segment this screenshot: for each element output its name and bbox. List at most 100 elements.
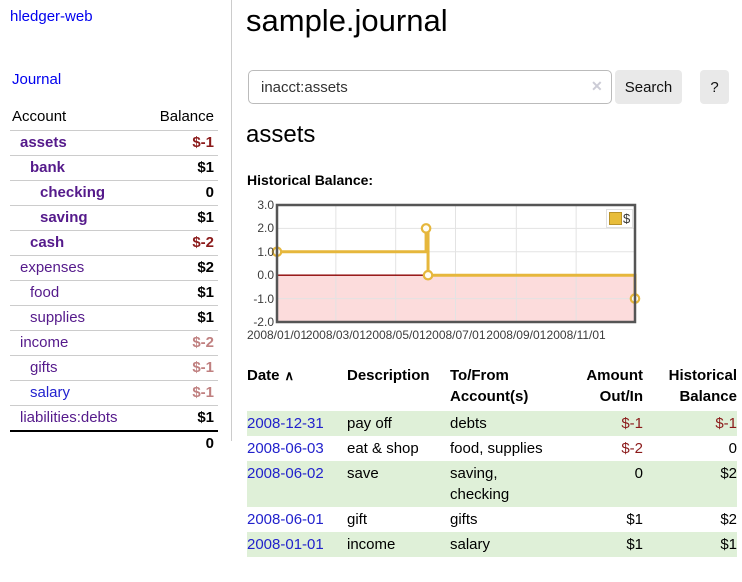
transaction-description: save (347, 465, 379, 482)
sidebar-item-journal[interactable]: Journal (12, 71, 62, 88)
account-balance: $-2 (143, 330, 218, 356)
transaction-amount: 0 (634, 465, 643, 482)
account-link-supplies[interactable]: supplies (30, 309, 86, 326)
account-row: income $-2 (10, 330, 218, 356)
register-header-date[interactable]: Date ∧ (247, 367, 295, 384)
account-link-checking[interactable]: checking (40, 184, 106, 201)
accounts-total-value: 0 (143, 430, 218, 456)
account-heading: assets (246, 121, 316, 148)
account-row: expenses $2 (10, 255, 218, 281)
account-balance: $1 (143, 280, 218, 306)
legend-swatch-icon (609, 212, 622, 225)
account-link-food[interactable]: food (30, 284, 60, 301)
transaction-balance: $2 (720, 511, 737, 528)
x-tick-label: 2008/09/01 (486, 328, 547, 342)
y-tick-label: -1.0 (253, 291, 274, 306)
register-row: 2008-06-03 eat & shop food, supplies $-2 0 (247, 436, 737, 461)
transaction-description: income (347, 536, 396, 553)
accounts-header-balance: Balance (159, 108, 214, 125)
transaction-date-link[interactable]: 2008-06-03 (247, 440, 324, 457)
clear-search-icon[interactable]: ✕ (591, 78, 603, 94)
account-balance: $-1 (143, 380, 218, 406)
x-tick-label: 2008/05/01 (365, 328, 426, 342)
register-row: 2008-01-01 income salary $1 $1 (247, 532, 737, 557)
account-balance: $-2 (143, 230, 218, 256)
register-header-balance: Historical Balance (668, 367, 737, 405)
transaction-amount: $1 (626, 511, 643, 528)
transaction-balance: $2 (720, 465, 737, 482)
y-tick-label: 3.0 (257, 198, 274, 212)
chart-title: Historical Balance: (247, 172, 374, 188)
transaction-date-link[interactable]: 2008-12-31 (247, 415, 324, 432)
transaction-description: eat & shop (347, 440, 419, 457)
transaction-date-link[interactable]: 2008-06-02 (247, 465, 324, 482)
account-row: bank $1 (10, 155, 218, 181)
x-tick-label: 2008/11/01 (546, 328, 606, 342)
account-balance: $2 (143, 255, 218, 281)
account-balance: 0 (143, 180, 218, 206)
chart-legend: $ (606, 209, 634, 228)
transaction-accounts: debts (450, 415, 487, 432)
register-body: 2008-12-31 pay off debts $-1 $-1 2008-06-03 ea… (247, 411, 737, 557)
legend-label: $ (623, 211, 631, 226)
page-title: sample.journal (246, 3, 448, 38)
historical-balance-chart: 3.0 2.0 1.0 0.0 -1.0 -2.0 2008/01/01 2008/03/0… (244, 198, 741, 345)
register-header-description: Description (347, 367, 430, 384)
y-tick-label: 0.0 (257, 268, 274, 283)
account-link-salary[interactable]: salary (30, 384, 71, 401)
transaction-amount: $1 (626, 536, 643, 553)
sort-asc-icon: ∧ (284, 368, 295, 383)
register-table: Date ∧ Description To/From Account(s) Amo… (247, 363, 737, 557)
account-balance: $1 (143, 205, 218, 231)
account-link-cash[interactable]: cash (30, 234, 65, 251)
accounts-body: assets $-1 bank $1 checking 0 saving $1 cash $-2 e… (10, 130, 218, 431)
transaction-amount: $-1 (621, 415, 643, 432)
search-button[interactable]: Search (615, 70, 682, 104)
y-tick-label: -2.0 (253, 315, 274, 329)
transaction-accounts: salary (450, 536, 491, 553)
account-link-expenses[interactable]: expenses (20, 259, 85, 276)
search-input[interactable] (248, 70, 612, 104)
account-link-liabilities-debts[interactable]: liabilities:debts (20, 409, 118, 426)
accounts-total-row: 0 (10, 430, 218, 456)
transaction-accounts: food, supplies (450, 440, 543, 457)
y-tick-label: 1.0 (257, 244, 274, 259)
accounts-total-spacer (10, 430, 144, 456)
transaction-date-link[interactable]: 2008-01-01 (247, 536, 324, 553)
transaction-description: pay off (347, 415, 392, 432)
register-header-row: Date ∧ Description To/From Account(s) Amo… (247, 363, 737, 411)
accounts-table: Account Balance assets $-1 bank $1 checking 0… (10, 106, 218, 456)
help-button[interactable]: ? (700, 70, 729, 104)
transaction-accounts: gifts (450, 511, 478, 528)
x-tick-label: 2008/07/01 (425, 328, 486, 342)
x-tick-label: 2008/03/01 (305, 328, 366, 342)
account-balance: $-1 (143, 130, 218, 156)
x-tick-label: 2008/01/01 (246, 328, 308, 342)
account-balance: $1 (143, 405, 218, 431)
transaction-description: gift (347, 511, 368, 528)
account-balance: $1 (143, 155, 218, 181)
account-link-gifts[interactable]: gifts (30, 359, 58, 376)
register-header-amount: Amount Out/In (586, 367, 643, 405)
transaction-date-link[interactable]: 2008-06-01 (247, 511, 324, 528)
account-link-income[interactable]: income (20, 334, 69, 351)
account-row: checking 0 (10, 180, 218, 206)
account-row: gifts $-1 (10, 355, 218, 381)
account-link-saving[interactable]: saving (40, 209, 88, 226)
account-balance: $1 (143, 305, 218, 331)
register-row: 2008-06-02 save saving, checking 0 $2 (247, 461, 737, 507)
accounts-header-account: Account (12, 108, 67, 125)
sidebar-divider (231, 0, 232, 441)
chart-plot-area (271, 203, 641, 324)
y-tick-label: 2.0 (257, 221, 274, 236)
account-link-assets[interactable]: assets (20, 134, 67, 151)
account-row: cash $-2 (10, 230, 218, 256)
transaction-accounts: saving, checking (450, 465, 510, 503)
app-brand-link[interactable]: hledger-web (10, 8, 93, 25)
account-row: food $1 (10, 280, 218, 306)
register-header-tofrom: To/From Account(s) (450, 367, 529, 405)
account-row: liabilities:debts $1 (10, 405, 218, 431)
transaction-balance: $1 (720, 536, 737, 553)
account-link-bank[interactable]: bank (30, 159, 66, 176)
account-row: supplies $1 (10, 305, 218, 331)
